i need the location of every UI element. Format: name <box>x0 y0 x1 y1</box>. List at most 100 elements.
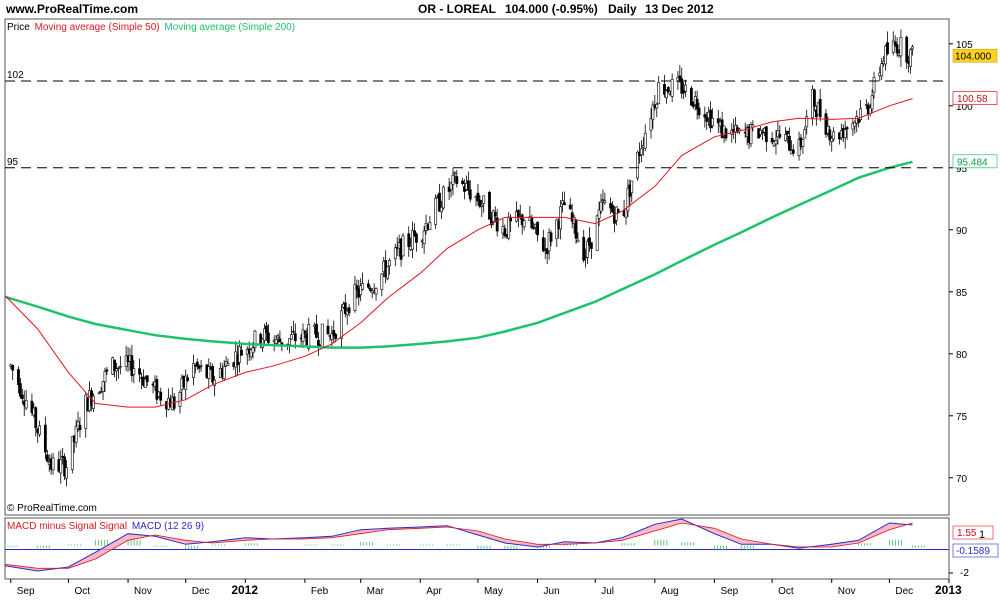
candle-body <box>407 233 411 247</box>
macd-histogram <box>4 539 925 551</box>
candle-body <box>482 195 486 204</box>
candle-body <box>45 454 49 462</box>
candle-body <box>586 241 589 258</box>
macd-value-label-1: 1.55 <box>957 528 977 539</box>
candle-body <box>597 209 601 219</box>
time-tick-label: Sep <box>17 586 35 597</box>
candle-body <box>288 338 291 345</box>
candle-body <box>828 129 832 141</box>
time-tick-label: Feb <box>311 586 329 597</box>
ma50-value-label: 100.58 <box>957 94 988 105</box>
candle-body <box>103 371 107 383</box>
time-tick-label: Nov <box>838 586 856 597</box>
candle-body <box>853 121 857 127</box>
candle-body <box>428 222 432 230</box>
candle-body <box>274 339 278 344</box>
candle-body <box>530 217 534 229</box>
candle-body <box>84 394 88 429</box>
candle-body <box>440 207 443 213</box>
candle-body <box>17 369 20 386</box>
candle-body <box>143 378 147 388</box>
candle-body <box>393 247 397 260</box>
candle-body <box>649 118 653 131</box>
candle-body <box>859 108 862 120</box>
quote-date: 13 Dec 2012 <box>645 2 714 16</box>
candle-body <box>778 133 782 138</box>
candle-body <box>899 37 903 57</box>
time-tick-label: Oct <box>74 586 90 597</box>
candle-body <box>886 42 889 55</box>
period-label: Daily <box>608 2 637 16</box>
candle-body <box>78 424 82 431</box>
candle-body <box>278 338 282 343</box>
candle-body <box>113 359 116 371</box>
candle-body <box>422 230 426 245</box>
candle-body <box>603 200 607 203</box>
candle-body <box>749 124 753 145</box>
candle-body <box>774 140 778 145</box>
candle-body <box>705 117 709 122</box>
candle-body <box>520 214 524 226</box>
candle-body <box>563 202 566 206</box>
candle-body <box>818 98 822 118</box>
candle-body <box>478 199 482 207</box>
candle-body <box>249 349 253 358</box>
candle-body <box>359 285 363 296</box>
candle-body <box>663 83 666 95</box>
legend-macd-hist: MACD minus Signal Signal <box>7 521 127 532</box>
candle-body <box>159 391 163 401</box>
candle-body <box>130 355 134 376</box>
candle-body <box>547 232 551 252</box>
candle-body <box>791 149 795 154</box>
candle-body <box>449 182 453 190</box>
candle-body <box>784 134 787 141</box>
time-tick-label: Dec <box>895 586 913 597</box>
price-axis: 70 75 80 85 90 95 100 105 <box>949 40 973 485</box>
candle-body <box>655 104 659 109</box>
price-tick-label: 75 <box>956 412 968 423</box>
candle-body <box>611 204 614 213</box>
macd-value-badge-1 <box>952 525 994 540</box>
candle-body <box>599 201 603 212</box>
candle-body <box>20 394 24 399</box>
time-tick-label: Jul <box>601 586 614 597</box>
time-tick-label: Mar <box>367 586 385 597</box>
candle-body <box>441 186 445 209</box>
candle-body <box>155 379 159 400</box>
time-tick-label: 2013 <box>935 583 962 597</box>
candle-body <box>332 330 336 337</box>
candle-body <box>307 324 311 349</box>
candle-body <box>59 459 63 474</box>
candle-body <box>843 129 847 138</box>
candle-body <box>905 36 909 63</box>
candle-body <box>589 242 593 249</box>
candle-body <box>401 235 405 257</box>
candle-body <box>541 237 545 252</box>
time-tick-label: May <box>484 586 503 597</box>
time-tick-label: Oct <box>778 586 794 597</box>
candle-body <box>468 189 472 200</box>
candle-body <box>386 266 389 280</box>
candle-body <box>466 180 470 191</box>
last-price-label: 104.000 <box>955 52 992 63</box>
candle-body <box>334 334 338 339</box>
candle-body <box>38 425 42 435</box>
candle-body <box>145 375 149 382</box>
candle-body <box>870 95 874 110</box>
candle-body <box>340 310 343 339</box>
candle-body <box>666 86 670 93</box>
candle-body <box>549 232 553 242</box>
horizontal-line-upper-label: 102 <box>7 70 24 81</box>
candle-body <box>776 130 780 138</box>
time-tick-label: Aug <box>661 586 679 597</box>
candle-body <box>711 118 714 126</box>
candle-body <box>522 220 526 228</box>
candle-body <box>803 129 807 139</box>
candle-body <box>192 363 195 378</box>
signal-line <box>4 522 913 569</box>
candle-body <box>703 114 707 118</box>
candle-body <box>211 366 215 383</box>
ma200-value-badge <box>952 154 998 169</box>
candle-body <box>493 212 497 217</box>
